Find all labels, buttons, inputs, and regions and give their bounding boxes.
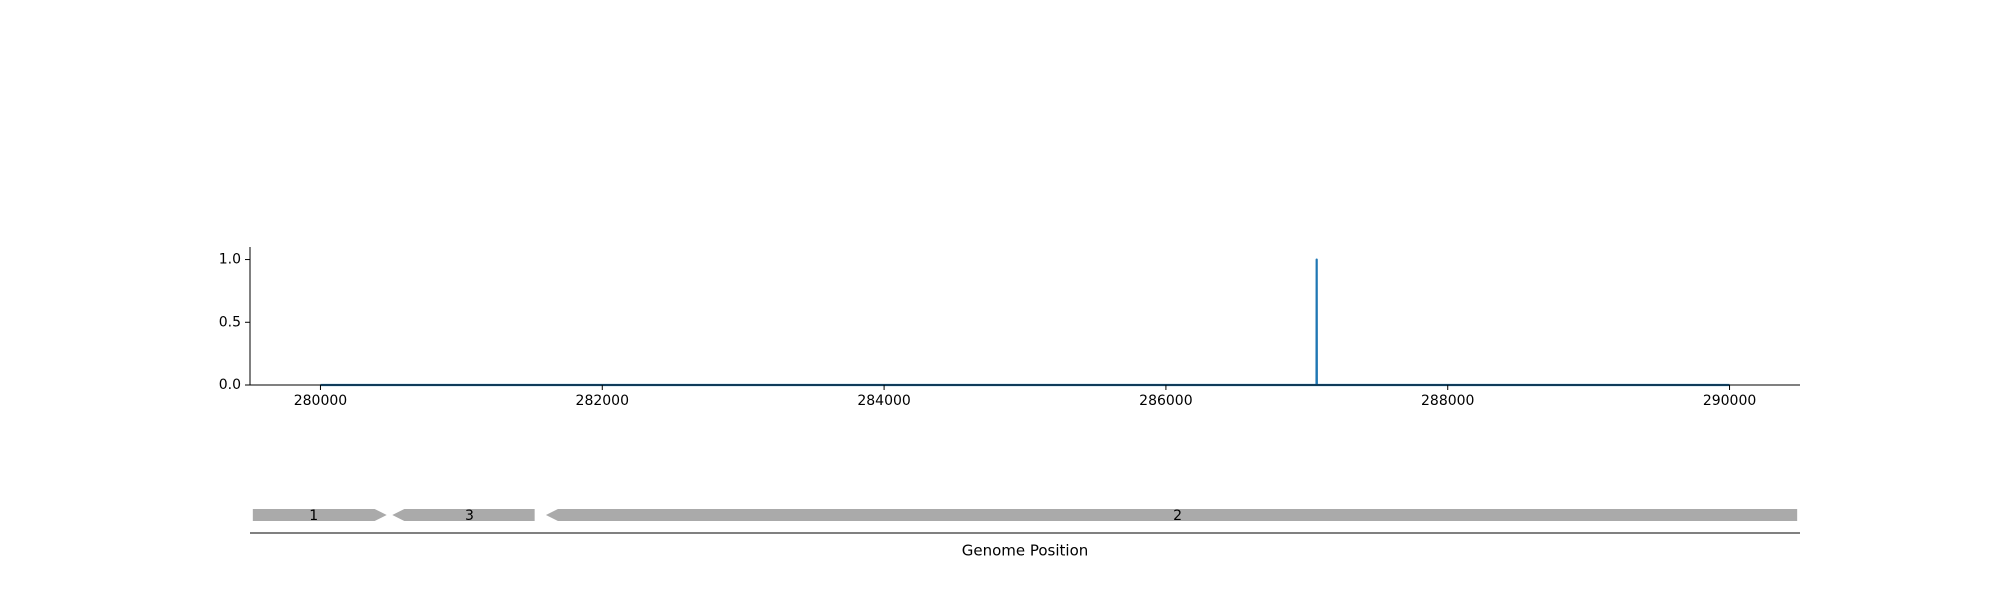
coverage-plot: 0.0 0.5 1.0 280000 282000 284000 286000 288000… <box>219 247 1800 409</box>
x-tick-label: 280000 <box>294 393 347 409</box>
gene-shapes: 1 3 2 <box>252 508 1798 524</box>
x-tick-label: 286000 <box>1139 393 1192 409</box>
gene-label: 3 <box>465 508 474 524</box>
gene-arrow <box>252 509 387 521</box>
x-tick-label: 282000 <box>576 393 629 409</box>
y-tick-label: 0.5 <box>219 314 241 330</box>
gene-track: 1 3 2 Genome Position <box>250 508 1800 560</box>
y-tick-label: 0.0 <box>219 377 241 393</box>
gene-label: 2 <box>1173 508 1182 524</box>
gene-arrow <box>545 509 1798 521</box>
gene-arrow <box>392 509 535 521</box>
y-ticks: 0.0 0.5 1.0 <box>219 252 250 393</box>
x-axis-title: Genome Position <box>962 542 1089 560</box>
coverage-line <box>320 258 1730 387</box>
x-tick-label: 288000 <box>1421 393 1474 409</box>
gene-label: 1 <box>309 508 318 524</box>
x-tick-label: 290000 <box>1703 393 1756 409</box>
y-tick-label: 1.0 <box>219 252 241 268</box>
x-tick-label: 284000 <box>857 393 910 409</box>
coverage-series <box>320 258 1730 387</box>
x-ticks: 280000 282000 284000 286000 288000 290000 <box>294 385 1756 409</box>
